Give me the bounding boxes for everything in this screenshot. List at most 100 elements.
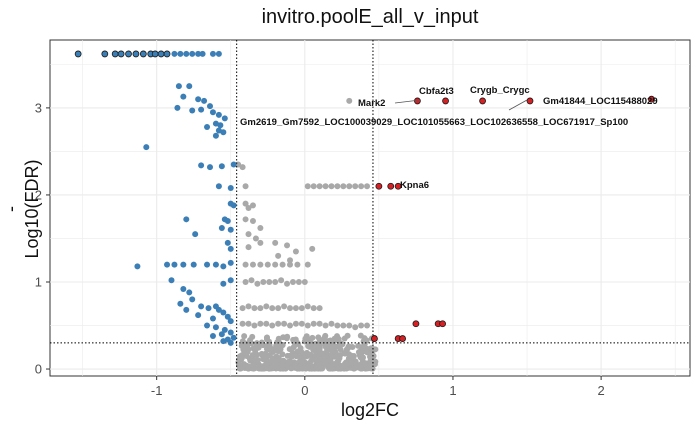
ns-point <box>309 245 316 252</box>
ns-point <box>292 305 299 312</box>
down-point <box>132 50 140 58</box>
down-point <box>230 202 237 209</box>
ns-point <box>322 322 329 329</box>
ns-point <box>358 322 365 329</box>
ns-point <box>346 183 353 190</box>
down-point <box>218 163 225 170</box>
ns-point <box>297 348 304 355</box>
ns-point <box>310 183 317 190</box>
ns-point <box>242 278 249 285</box>
down-point <box>151 50 159 58</box>
ns-point <box>364 183 371 190</box>
ns-point <box>272 358 279 365</box>
ns-point <box>368 345 375 352</box>
ns-point <box>321 333 328 340</box>
down-point <box>227 226 234 233</box>
down-point <box>209 332 216 339</box>
ns-point <box>275 252 282 259</box>
down-point <box>220 263 227 270</box>
down-point <box>227 277 234 284</box>
y-tick-label: 2 <box>35 187 42 202</box>
ns-point <box>275 320 282 327</box>
gene-label-gm2619-cluster: Gm2619_Gm7592_LOC100039029_LOC101055663_… <box>240 117 628 128</box>
ns-point <box>251 305 258 312</box>
down-point <box>220 338 227 345</box>
down-point <box>220 129 227 136</box>
ns-point <box>242 216 249 223</box>
x-tick-label: 2 <box>597 383 604 398</box>
down-point <box>207 103 213 110</box>
ns-point <box>297 353 304 360</box>
ns-point <box>257 239 264 246</box>
ns-point <box>257 261 264 268</box>
down-point <box>180 285 187 292</box>
down-point <box>220 280 227 287</box>
down-point <box>125 50 132 58</box>
ns-point <box>298 358 305 365</box>
ns-point <box>257 225 264 232</box>
ns-point <box>313 364 320 371</box>
ns-point <box>322 183 329 190</box>
ns-point <box>278 277 285 284</box>
ns-point <box>276 364 283 371</box>
ns-point <box>369 361 376 368</box>
down-point <box>195 96 202 103</box>
down-point <box>215 306 222 313</box>
up-point <box>387 182 395 190</box>
ns-point <box>287 322 293 329</box>
ns-point <box>298 305 305 312</box>
down-point <box>195 312 202 319</box>
ns-point <box>236 356 243 363</box>
ns-point <box>239 164 246 171</box>
down-point <box>183 50 190 57</box>
ns-point <box>358 183 365 190</box>
x-tick-label: 1 <box>449 383 456 398</box>
ns-point <box>275 348 282 355</box>
gene-annotations: Cbfa2t3 Crygb_Crygc Mark2 Gm41844_LOC115… <box>240 85 658 191</box>
down-point <box>204 322 211 329</box>
down-point <box>215 50 222 57</box>
ns-point <box>266 365 273 372</box>
ns-point <box>343 360 350 367</box>
ns-point <box>323 344 330 351</box>
ns-point <box>266 342 273 349</box>
ns-point <box>306 361 313 368</box>
up-point <box>439 320 446 328</box>
down-point <box>209 315 216 322</box>
ns-point <box>357 332 364 339</box>
ns-point <box>245 244 252 251</box>
down-point <box>227 184 234 191</box>
down-point <box>209 50 216 57</box>
down-point <box>134 263 141 270</box>
down-point <box>221 326 228 333</box>
down-point <box>177 50 184 57</box>
down-point <box>192 231 199 238</box>
down-point <box>177 300 184 307</box>
ns-point <box>254 280 261 287</box>
down-point <box>180 261 187 268</box>
down-point <box>227 329 234 336</box>
annotation-leader-line <box>394 99 421 104</box>
ns-point <box>284 242 291 249</box>
ns-point <box>280 334 287 341</box>
ns-point <box>245 320 252 327</box>
ns-point <box>250 361 257 368</box>
down-point <box>139 50 147 58</box>
ns-point <box>310 305 317 312</box>
down-point <box>221 115 228 122</box>
ns-point <box>245 303 252 310</box>
down-point <box>186 289 193 296</box>
down-point <box>74 50 82 58</box>
down-point <box>189 50 196 57</box>
ns-point <box>280 357 287 364</box>
down-point <box>198 303 205 310</box>
down-point <box>218 331 225 338</box>
y-axis-label: -Log10(FDR) <box>1 159 42 259</box>
ns-point <box>319 365 326 372</box>
ns-point <box>307 351 314 358</box>
ns-point <box>279 351 286 358</box>
down-point <box>171 50 178 57</box>
grid-lines <box>50 40 690 376</box>
ns-point <box>348 359 355 366</box>
gene-label-cbfa2t3: Cbfa2t3 <box>419 86 454 97</box>
